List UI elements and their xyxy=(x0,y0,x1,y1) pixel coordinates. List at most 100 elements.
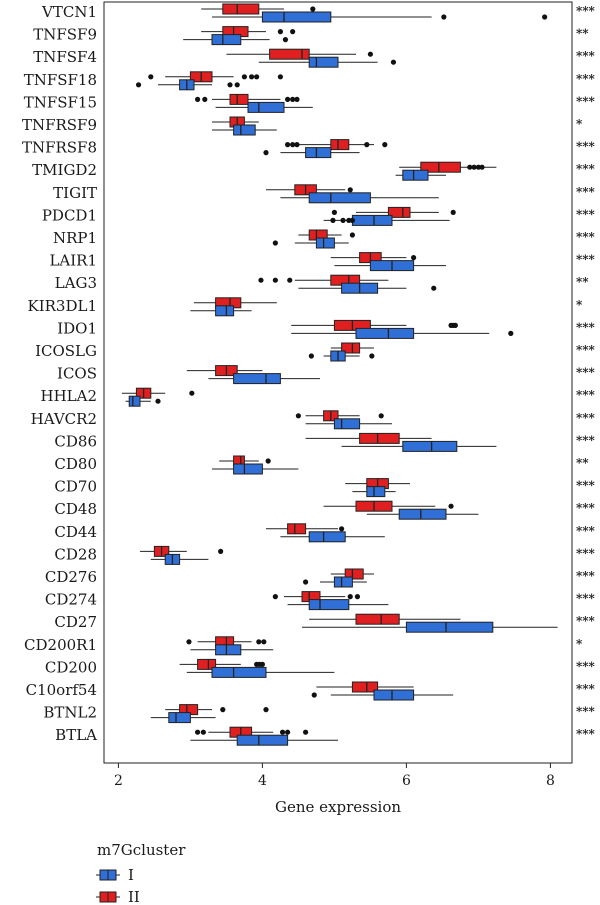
gene-label: VTCN1 xyxy=(41,3,97,21)
significance-label: *** xyxy=(576,49,596,63)
outlier-point xyxy=(220,707,226,713)
box-HAVCR2-I xyxy=(305,418,392,430)
outlier-point xyxy=(294,96,300,102)
box xyxy=(308,599,350,611)
box xyxy=(308,531,346,543)
x-tick-label: 4 xyxy=(258,773,267,789)
legend-label: I xyxy=(128,866,134,884)
box-ICOSLG-II xyxy=(330,342,374,354)
box-CD44-II xyxy=(266,523,345,535)
box-TNFRSF8-I xyxy=(263,147,360,159)
box xyxy=(222,3,260,15)
gene-label: TNFSF15 xyxy=(24,93,97,111)
outlier-point xyxy=(310,6,316,12)
outlier-point xyxy=(330,217,336,223)
box-LAG3-I xyxy=(298,282,437,294)
outlier-point xyxy=(272,594,278,600)
box xyxy=(355,613,400,625)
significance-label: *** xyxy=(576,411,596,425)
box xyxy=(229,93,249,105)
outlier-point xyxy=(258,277,264,283)
box-CD27-I xyxy=(302,621,558,633)
significance-label: ** xyxy=(576,27,589,41)
box xyxy=(405,621,494,633)
x-tick-label: 6 xyxy=(402,773,411,789)
box-CD276-I xyxy=(303,576,367,588)
outlier-point xyxy=(367,51,373,57)
outlier-point xyxy=(354,594,361,600)
plot-border xyxy=(103,1,573,764)
box-CD86-II xyxy=(305,432,432,444)
x-tick-label: 2 xyxy=(114,773,123,789)
outlier-point xyxy=(290,29,296,35)
box xyxy=(211,34,242,46)
gene-label: HHLA2 xyxy=(41,387,98,405)
legend-label: II xyxy=(128,888,140,905)
box-TNFSF9-I xyxy=(183,34,289,46)
box xyxy=(287,523,307,535)
outlier-point xyxy=(261,639,267,645)
outlier-point xyxy=(263,150,269,156)
gene-label: TNFRSF8 xyxy=(22,139,97,157)
significance-label: *** xyxy=(576,433,596,447)
box-TNFSF15-I xyxy=(215,101,313,113)
gene-label: TMIGD2 xyxy=(32,161,97,179)
gene-label: CD48 xyxy=(54,500,97,518)
gene-label: CD86 xyxy=(54,432,97,450)
outlier-point xyxy=(259,661,265,668)
outlier-point xyxy=(241,74,247,80)
outlier-point xyxy=(254,74,260,80)
significance-label: *** xyxy=(576,366,596,380)
box xyxy=(398,508,447,520)
box xyxy=(359,432,400,444)
box-ICOS-I xyxy=(208,373,320,385)
gene-label: CD28 xyxy=(54,545,97,563)
outlier-point xyxy=(263,707,269,713)
outlier-point xyxy=(450,209,456,215)
significance-label: *** xyxy=(576,501,596,515)
box xyxy=(236,734,289,746)
box-LAG3-II xyxy=(258,274,389,286)
box-IDO1-II xyxy=(291,319,458,331)
box xyxy=(247,101,285,113)
box xyxy=(373,689,415,701)
outlier-point xyxy=(249,74,255,80)
outlier-point xyxy=(340,217,346,223)
gene-label: LAIR1 xyxy=(49,252,97,270)
outlier-point xyxy=(148,74,154,80)
box-TNFSF4-I xyxy=(258,56,397,68)
box-PDCD1-I xyxy=(323,214,450,226)
outlier-point xyxy=(272,240,278,246)
box-TNFSF18-I xyxy=(135,79,240,91)
legend: m7Gcluster III xyxy=(96,841,186,905)
box-BTLA-I xyxy=(190,734,338,746)
outlier-point xyxy=(369,353,375,359)
significance-label: *** xyxy=(576,546,596,560)
gene-label: CD44 xyxy=(54,523,97,541)
box-VTCN1-II xyxy=(201,3,316,15)
box-CD200-II xyxy=(179,658,265,670)
outlier-point xyxy=(542,14,548,20)
box-TNFRSF8-II xyxy=(285,139,388,151)
gene-label: TNFSF18 xyxy=(24,71,97,89)
outlier-point xyxy=(290,96,296,102)
gene-label: KIR3DL1 xyxy=(28,297,98,315)
box-PDCD1-II xyxy=(331,206,456,218)
outlier-point xyxy=(295,413,301,419)
box xyxy=(233,124,256,136)
significance-label: ** xyxy=(576,275,589,289)
outlier-point xyxy=(234,82,240,88)
box xyxy=(341,342,361,354)
outlier-point xyxy=(285,142,291,148)
significance-labels: ****************************************… xyxy=(576,4,596,741)
outlier-point xyxy=(290,142,296,148)
outlier-point xyxy=(279,729,286,735)
box xyxy=(233,463,263,475)
gene-label: CD276 xyxy=(45,568,97,586)
significance-label: *** xyxy=(576,727,596,741)
outlier-point xyxy=(471,164,477,170)
box-TMIGD2-II xyxy=(399,161,497,173)
box-ICOSLG-I xyxy=(308,350,375,362)
box-TIGIT-I xyxy=(280,192,439,204)
